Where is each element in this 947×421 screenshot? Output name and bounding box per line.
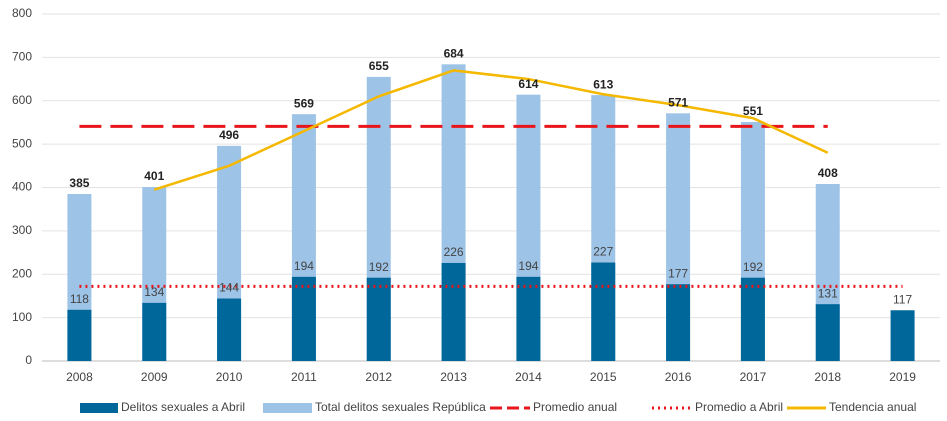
bar [217, 298, 242, 361]
x-tick-label: 2013 [440, 370, 467, 384]
legend-label: Tendencia anual [829, 400, 916, 414]
x-tick-label: 2015 [590, 370, 617, 384]
y-tick-label: 200 [12, 266, 32, 280]
x-tick-label: 2012 [365, 370, 392, 384]
legend-label: Promedio a Abril [695, 400, 783, 414]
bar [815, 304, 840, 361]
y-tick-label: 500 [12, 136, 32, 150]
bar [441, 262, 466, 361]
bar [291, 276, 316, 361]
bar [740, 277, 765, 361]
data-label: 192 [369, 260, 389, 274]
y-tick-label: 600 [12, 93, 32, 107]
series-line [153, 69, 829, 191]
y-tick-label: 100 [12, 310, 32, 324]
data-label: 144 [219, 281, 239, 295]
data-label: 385 [69, 176, 89, 190]
data-label: 131 [818, 286, 838, 300]
data-label: 551 [743, 104, 763, 118]
y-tick-label: 700 [12, 50, 32, 64]
bar [516, 276, 541, 361]
x-tick-label: 2018 [814, 370, 841, 384]
data-label: 614 [518, 77, 538, 91]
x-tick-label: 2008 [66, 370, 93, 384]
y-tick-label: 300 [12, 223, 32, 237]
x-tick-label: 2011 [291, 370, 317, 384]
data-label: 194 [294, 259, 314, 273]
data-label: 655 [369, 59, 389, 73]
data-label: 408 [818, 166, 838, 180]
data-label: 117 [893, 292, 912, 306]
data-label: 192 [743, 260, 763, 274]
data-label: 401 [144, 169, 164, 183]
legend-label: Promedio anual [533, 400, 617, 414]
bar [67, 309, 92, 361]
bar [366, 277, 391, 361]
bar [890, 310, 915, 361]
y-tick-label: 400 [12, 180, 32, 194]
x-tick-label: 2014 [515, 370, 542, 384]
data-label: 118 [70, 292, 89, 306]
bar [591, 262, 616, 361]
x-tick-label: 2016 [665, 370, 692, 384]
x-tick-label: 2017 [740, 370, 767, 384]
legend-swatch [80, 403, 118, 413]
y-tick-label: 0 [25, 353, 32, 367]
data-label: 571 [668, 96, 688, 110]
data-label: 177 [668, 266, 688, 280]
data-label: 226 [444, 245, 464, 259]
data-label: 613 [593, 77, 613, 91]
data-label: 684 [444, 46, 464, 60]
data-label: 569 [294, 96, 314, 110]
data-label: 227 [593, 245, 613, 259]
x-tick-label: 2009 [141, 370, 168, 384]
bar [666, 284, 691, 361]
data-label: 134 [144, 285, 164, 299]
legend-label: Delitos sexuales a Abril [121, 400, 245, 414]
x-tick-label: 2019 [889, 370, 916, 384]
y-tick-label: 800 [12, 6, 32, 20]
x-tick-label: 2010 [216, 370, 243, 384]
bar [142, 302, 167, 361]
legend-label: Total delitos sexuales República [315, 400, 486, 414]
data-label: 496 [219, 128, 239, 142]
data-label: 194 [518, 259, 538, 273]
legend-swatch [263, 403, 312, 413]
